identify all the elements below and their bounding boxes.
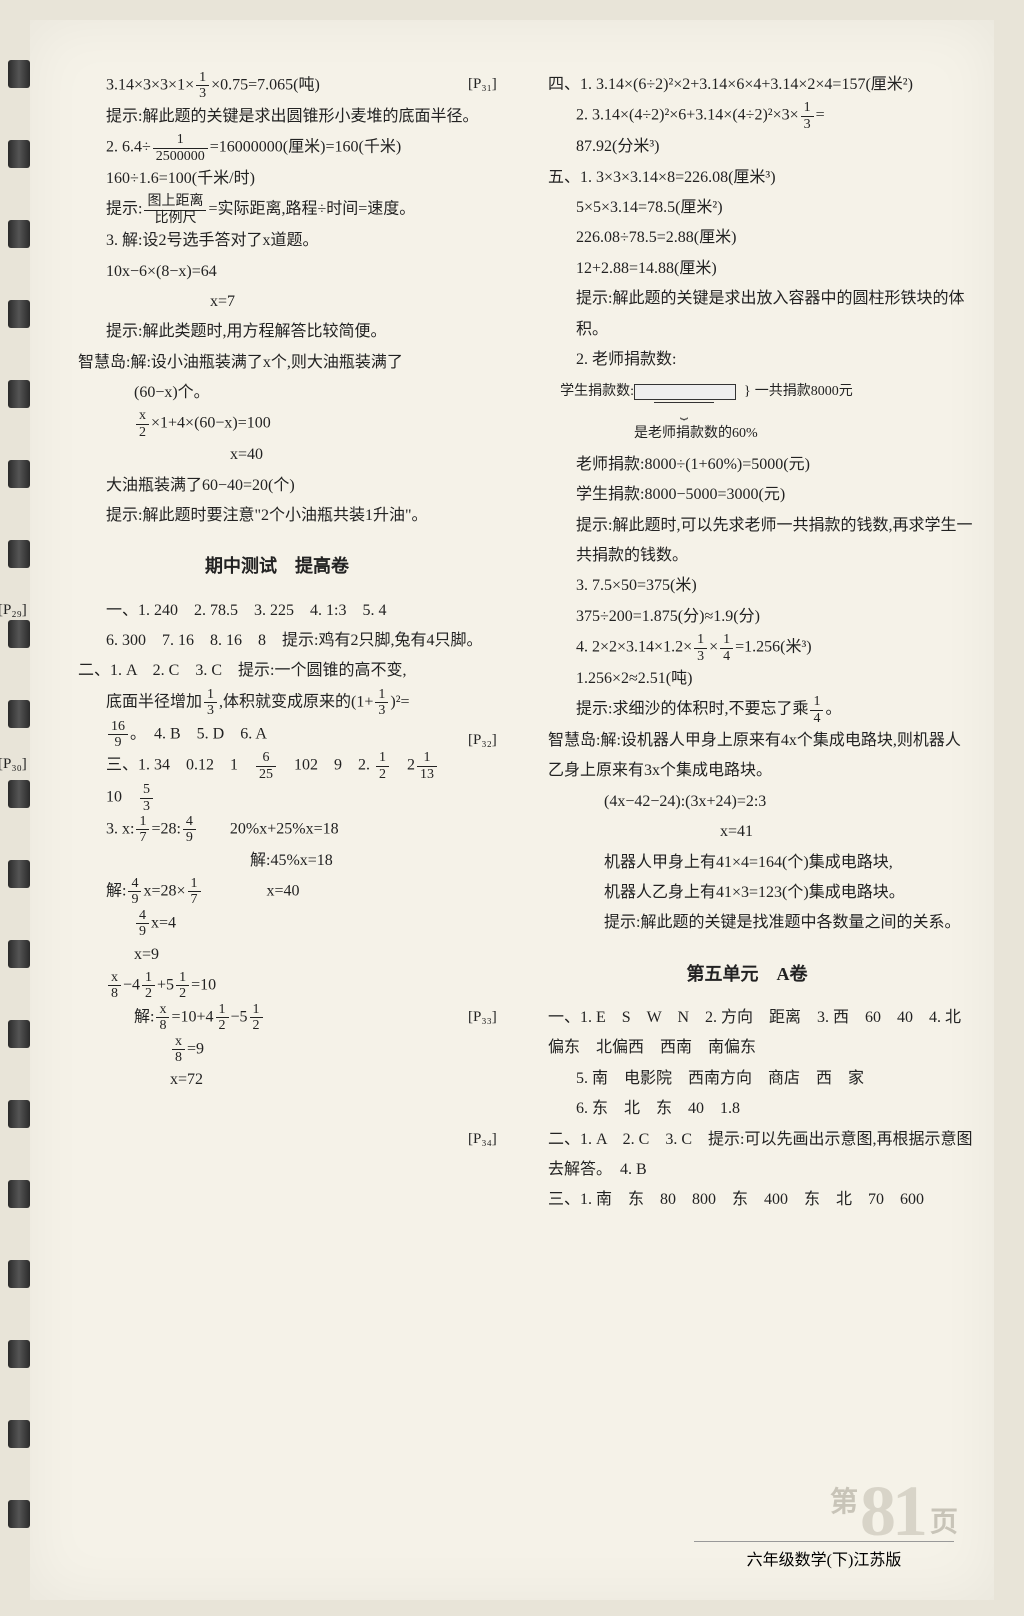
line: 智慧岛:解:设小油瓶装满了x个,则大油瓶装满了 [50, 348, 504, 378]
left-column: 3.14×3×3×1×13×0.75=7.065(吨) 提示:解此题的关键是求出… [50, 70, 504, 1216]
section-heading: 期中测试 提高卷 [50, 549, 504, 583]
line: 三、1. 34 0.12 1 625 102 9 2. 12 2113 [50, 750, 504, 782]
line: 提示:解此题的关键是找准题中各数量之间的关系。 [520, 908, 974, 938]
line: 12+2.88=14.88(厘米) [520, 254, 974, 284]
line: 2. 老师捐款数: [520, 345, 974, 375]
line: 6. 东 北 东 40 1.8 [520, 1094, 974, 1124]
line: 5×5×3.14=78.5(厘米²) [520, 193, 974, 223]
line: 大油瓶装满了60−40=20(个) [50, 471, 504, 501]
line: 学生捐款:8000−5000=3000(元) [520, 480, 974, 510]
spiral-binding [8, 60, 30, 1528]
line: x=40 [50, 440, 504, 470]
line: x2×1+4×(60−x)=100 [50, 408, 504, 440]
line: x8=9 [50, 1034, 504, 1066]
line: 四、1. 3.14×(6÷2)²×2+3.14×6×4+3.14×2×4=157… [520, 70, 974, 100]
line: 二、1. A 2. C 3. C 提示:一个圆锥的高不变, [50, 656, 504, 686]
line: 226.08÷78.5=2.88(厘米) [520, 223, 974, 253]
line: 10 53 [50, 782, 504, 814]
line: 提示:解此类题时,用方程解答比较简便。 [50, 317, 504, 347]
line: x8−412+512=10 [50, 970, 504, 1002]
line: 3. 7.5×50=375(米) [520, 571, 974, 601]
line: 提示:解此题的关键是求出放入容器中的圆柱形铁块的体积。 [520, 284, 974, 345]
line: x=9 [50, 940, 504, 970]
line: 3. 解:设2号选手答对了x道题。 [50, 226, 504, 256]
line: (4x−42−24):(3x+24)=2:3 [520, 787, 974, 817]
line: x=41 [520, 817, 974, 847]
right-column: 四、1. 3.14×(6÷2)²×2+3.14×6×4+3.14×2×4=157… [520, 70, 974, 1216]
line: 解:x8=10+412−512 [50, 1002, 504, 1034]
line: 机器人甲身上有41×4=164(个)集成电路块, [520, 848, 974, 878]
line: 智慧岛:解:设机器人甲身上原来有4x个集成电路块,则机器人乙身上原来有3x个集成… [520, 726, 974, 787]
line: 底面半径增加13,体积就变成原来的(1+13)²= [50, 687, 504, 719]
line: 3.14×3×3×1×13×0.75=7.065(吨) [50, 70, 504, 102]
line: 2. 6.4÷12500000=16000000(厘米)=160(千米) [50, 132, 504, 164]
line: 提示:解此题时要注意"2个小油瓶共装1升油"。 [50, 501, 504, 531]
line: 5. 南 电影院 西南方向 商店 西 家 [520, 1064, 974, 1094]
line: 一、1. 240 2. 78.5 3. 225 4. 1:3 5. 4 [50, 596, 504, 626]
line: (60−x)个。 [50, 378, 504, 408]
line: 老师捐款:8000÷(1+60%)=5000(元) [520, 450, 974, 480]
line: 提示:求细沙的体积时,不要忘了乘14。 [520, 694, 974, 726]
line: 解:49x=28×17 x=40 [50, 876, 504, 908]
line: 机器人乙身上有41×3=123(个)集成电路块。 [520, 878, 974, 908]
line: 一、1. E S W N 2. 方向 距离 3. 西 60 40 4. 北偏东 … [520, 1003, 974, 1064]
line: 二、1. A 2. C 3. C 提示:可以先画出示意图,再根据示意图去解答。 … [520, 1125, 974, 1186]
section-heading: 第五单元 A卷 [520, 957, 974, 991]
line: x=7 [50, 287, 504, 317]
line: 三、1. 南 东 80 800 东 400 东 北 70 600 [520, 1185, 974, 1215]
line: 五、1. 3×3×3.14×8=226.08(厘米³) [520, 163, 974, 193]
line: 49x=4 [50, 908, 504, 940]
line: 解:45%x=18 [50, 846, 504, 876]
line: 提示:图上距离比例尺=实际距离,路程÷时间=速度。 [50, 194, 504, 226]
line: 160÷1.6=100(千米/时) [50, 164, 504, 194]
line: 4. 2×2×3.14×1.2×13×14=1.256(米³) [520, 632, 974, 664]
line: 2. 3.14×(4÷2)²×6+3.14×(4÷2)²×3×13= [520, 100, 974, 132]
page: 3.14×3×3×1×13×0.75=7.065(吨) 提示:解此题的关键是求出… [30, 20, 994, 1600]
donation-diagram: 学生捐款数: } 一共捐款8000元 ⏟ 是老师捐款数的60% [544, 381, 974, 444]
line: 6. 300 7. 16 8. 16 8 提示:鸡有2只脚,兔有4只脚。 [50, 626, 504, 656]
line: 提示:解此题时,可以先求老师一共捐款的钱数,再求学生一共捐款的钱数。 [520, 511, 974, 572]
line: 提示:解此题的关键是求出圆锥形小麦堆的底面半径。 [50, 102, 504, 132]
line: 169。 4. B 5. D 6. A [50, 719, 504, 751]
line: 10x−6×(8−x)=64 [50, 257, 504, 287]
line: 87.92(分米³) [520, 132, 974, 162]
line: 3. x:17=28:49 20%x+25%x=18 [50, 814, 504, 846]
line: x=72 [50, 1065, 504, 1095]
line: 1.256×2≈2.51(吨) [520, 664, 974, 694]
page-footer: 第81页 六年级数学(下)江苏版 [694, 1470, 954, 1570]
line: 375÷200=1.875(分)≈1.9(分) [520, 602, 974, 632]
